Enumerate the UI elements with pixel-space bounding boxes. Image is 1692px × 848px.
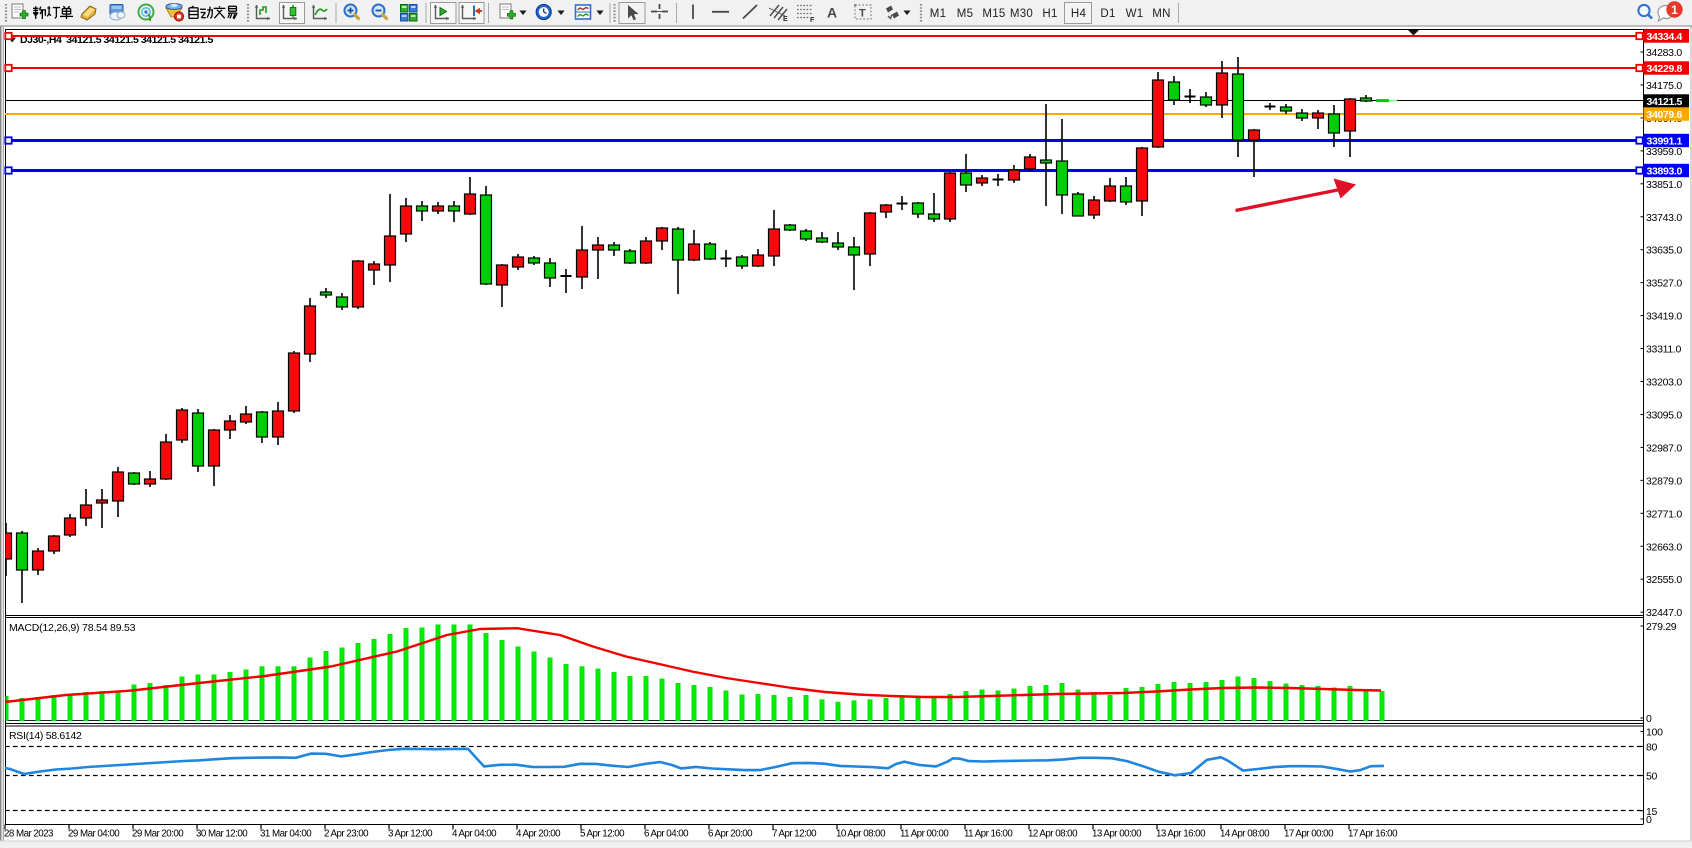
svg-text:33991.1: 33991.1 (1647, 136, 1683, 148)
svg-text:32447.0: 32447.0 (1646, 607, 1682, 619)
svg-text:13 Apr 00:00: 13 Apr 00:00 (1092, 829, 1142, 840)
svg-text:M1: M1 (930, 8, 947, 20)
svg-text:15: 15 (1646, 806, 1658, 818)
svg-text:100: 100 (1646, 727, 1663, 739)
svg-text:50: 50 (1646, 771, 1658, 783)
svg-text:33743.0: 33743.0 (1646, 212, 1682, 224)
svg-text:12 Apr 08:00: 12 Apr 08:00 (1028, 829, 1078, 840)
svg-text:M30: M30 (1010, 8, 1033, 20)
svg-text:33095.0: 33095.0 (1646, 409, 1682, 421)
svg-text:32987.0: 32987.0 (1646, 442, 1682, 454)
svg-text:M15: M15 (982, 8, 1005, 20)
svg-text:13 Apr 16:00: 13 Apr 16:00 (1156, 829, 1206, 840)
svg-text:6 Apr 04:00: 6 Apr 04:00 (644, 829, 689, 840)
svg-text:M5: M5 (957, 8, 974, 20)
svg-text:32771.0: 32771.0 (1646, 508, 1682, 520)
svg-text:32879.0: 32879.0 (1646, 475, 1682, 487)
svg-text:80: 80 (1646, 741, 1658, 753)
svg-text:7 Apr 12:00: 7 Apr 12:00 (772, 829, 817, 840)
svg-text:32663.0: 32663.0 (1646, 541, 1682, 553)
svg-text:14 Apr 08:00: 14 Apr 08:00 (1220, 829, 1270, 840)
svg-text:33203.0: 33203.0 (1646, 377, 1682, 389)
svg-text:33893.0: 33893.0 (1647, 166, 1683, 178)
svg-text:34175.0: 34175.0 (1646, 80, 1682, 92)
svg-text:34079.6: 34079.6 (1647, 109, 1683, 121)
svg-text:33527.0: 33527.0 (1646, 278, 1682, 290)
svg-text:33419.0: 33419.0 (1646, 311, 1682, 323)
svg-text:17 Apr 16:00: 17 Apr 16:00 (1348, 829, 1398, 840)
svg-text:33635.0: 33635.0 (1646, 245, 1682, 257)
svg-text:W1: W1 (1126, 8, 1144, 20)
svg-text:4 Apr 20:00: 4 Apr 20:00 (516, 829, 561, 840)
svg-text:33959.0: 33959.0 (1646, 146, 1682, 158)
svg-text:T: T (859, 8, 866, 20)
svg-text:0: 0 (1646, 814, 1652, 826)
svg-text:10 Apr 08:00: 10 Apr 08:00 (836, 829, 886, 840)
svg-text:E: E (783, 16, 788, 23)
svg-text:32555.0: 32555.0 (1646, 574, 1682, 586)
svg-text:A: A (827, 5, 837, 21)
svg-text:6 Apr 20:00: 6 Apr 20:00 (708, 829, 753, 840)
svg-text:34121.5: 34121.5 (1647, 96, 1683, 108)
svg-text:MACD(12,26,9) 78.54 89.53: MACD(12,26,9) 78.54 89.53 (9, 622, 136, 634)
svg-text:29 Mar 20:00: 29 Mar 20:00 (132, 829, 184, 840)
svg-text:H4: H4 (1071, 8, 1087, 20)
svg-text:F: F (810, 17, 815, 24)
svg-text:33311.0: 33311.0 (1646, 344, 1682, 356)
svg-text:34334.4: 34334.4 (1647, 31, 1683, 43)
svg-text:34229.8: 34229.8 (1647, 63, 1683, 75)
svg-text:33851.0: 33851.0 (1646, 179, 1682, 191)
svg-text:2 Apr 23:00: 2 Apr 23:00 (324, 829, 369, 840)
svg-text:28 Mar 2023: 28 Mar 2023 (4, 829, 54, 840)
svg-text:30 Mar 12:00: 30 Mar 12:00 (196, 829, 248, 840)
svg-text:31 Mar 04:00: 31 Mar 04:00 (260, 829, 312, 840)
svg-text:17 Apr 00:00: 17 Apr 00:00 (1284, 829, 1334, 840)
svg-text:0: 0 (1646, 713, 1652, 725)
svg-text:279.29: 279.29 (1646, 621, 1677, 633)
svg-text:11 Apr 00:00: 11 Apr 00:00 (900, 829, 949, 840)
svg-text:MN: MN (1152, 8, 1171, 20)
svg-text:29 Mar 04:00: 29 Mar 04:00 (68, 829, 120, 840)
svg-text:4 Apr 04:00: 4 Apr 04:00 (452, 829, 497, 840)
svg-text:3 Apr 12:00: 3 Apr 12:00 (388, 829, 433, 840)
svg-text:H1: H1 (1042, 8, 1057, 20)
svg-text:1: 1 (1671, 3, 1678, 17)
svg-text:5 Apr 12:00: 5 Apr 12:00 (580, 829, 625, 840)
svg-text:D1: D1 (1100, 8, 1115, 20)
svg-text:RSI(14) 58.6142: RSI(14) 58.6142 (9, 730, 82, 742)
svg-text:11 Apr 16:00: 11 Apr 16:00 (964, 829, 1013, 840)
svg-text:34283.0: 34283.0 (1646, 47, 1682, 59)
